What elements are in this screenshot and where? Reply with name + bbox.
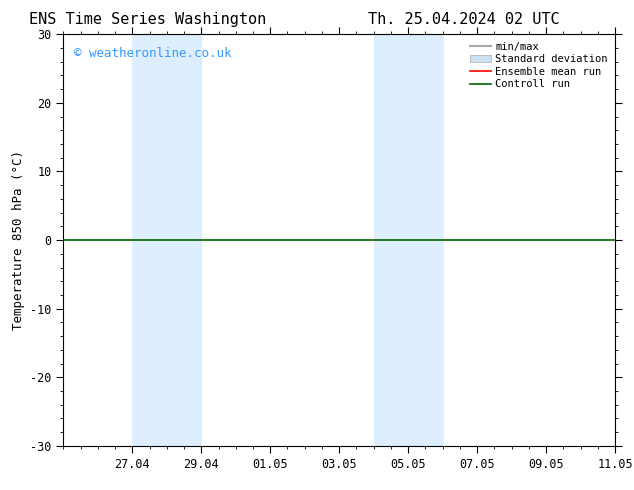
Bar: [133, 34, 202, 446]
Bar: [373, 34, 443, 446]
Legend: min/max, Standard deviation, Ensemble mean run, Controll run: min/max, Standard deviation, Ensemble me…: [468, 40, 610, 92]
Text: Th. 25.04.2024 02 UTC: Th. 25.04.2024 02 UTC: [368, 12, 559, 27]
Text: © weatheronline.co.uk: © weatheronline.co.uk: [74, 47, 232, 60]
Y-axis label: Temperature 850 hPa (°C): Temperature 850 hPa (°C): [11, 150, 25, 330]
Text: ENS Time Series Washington: ENS Time Series Washington: [29, 12, 266, 27]
